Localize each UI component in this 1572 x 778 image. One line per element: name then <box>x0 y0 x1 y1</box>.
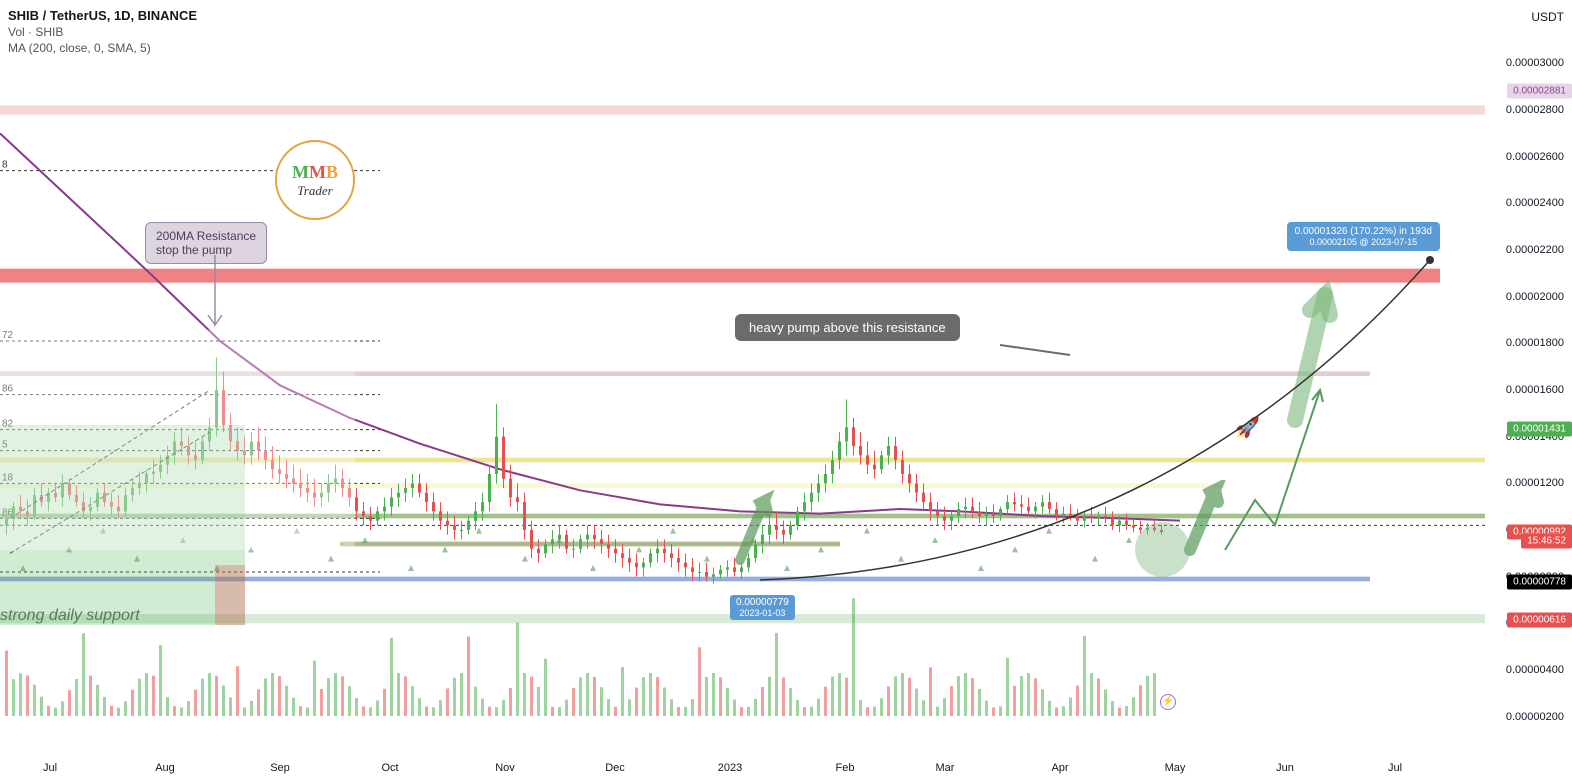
ytick: 0.00002000 <box>1506 291 1564 303</box>
logo-trader: Trader <box>297 183 332 199</box>
xtick: Jul <box>1388 762 1402 774</box>
ytick: 0.00000200 <box>1506 711 1564 723</box>
target-box: 0.00001326 (170.22%) in 193d 0.00002105 … <box>1287 222 1440 251</box>
white-overlay <box>0 330 355 550</box>
price-axis: 0.00003000 0.00002800 0.00002600 0.00002400… <box>1485 0 1572 778</box>
target-line1: 0.00001326 (170.22%) in 193d <box>1295 226 1432 237</box>
chart-canvas[interactable]: 872868251886 MMB Trader 200MA Resistance… <box>0 0 1485 740</box>
xtick: Nov <box>495 762 515 774</box>
xtick: Aug <box>155 762 175 774</box>
ytick: 0.00000400 <box>1506 664 1564 676</box>
xtick: May <box>1165 762 1186 774</box>
ytick: 0.00001600 <box>1506 384 1564 396</box>
ytick: 0.00002200 <box>1506 244 1564 256</box>
xtick: Jul <box>43 762 57 774</box>
price-tag: 0.00000778 <box>1507 574 1572 589</box>
price-tag: 15:46:52 <box>1521 534 1572 549</box>
callout-pointer <box>200 255 240 345</box>
ytick: 0.00001200 <box>1506 477 1564 489</box>
xtick: 2023 <box>718 762 742 774</box>
target-line2: 0.00002105 @ 2023-07-15 <box>1295 237 1432 247</box>
lightning-icon: ⚡ <box>1160 694 1176 710</box>
price-tag: 0.00002881 <box>1507 84 1572 99</box>
xtick: Sep <box>270 762 290 774</box>
svg-text:8: 8 <box>2 160 8 171</box>
ytick: 0.00002800 <box>1506 104 1564 116</box>
mmb-logo: MMB Trader <box>275 140 355 220</box>
price-tag: 0.00000616 <box>1507 612 1572 627</box>
price-tag: 0.00001431 <box>1507 422 1572 437</box>
logo-mmb: MMB <box>292 162 338 183</box>
xtick: Dec <box>605 762 625 774</box>
range-box-red <box>215 565 245 625</box>
support-label: strong daily support <box>0 607 140 625</box>
low-marker: 0.00000779 2023-01-03 <box>730 595 795 620</box>
xtick: Feb <box>836 762 855 774</box>
curve-projection <box>760 255 1440 585</box>
xtick: Mar <box>936 762 955 774</box>
low-date: 2023-01-03 <box>736 608 789 618</box>
time-axis: Jul Aug Sep Oct Nov Dec 2023 Feb Mar Apr May Jun Jul <box>0 754 1485 778</box>
xtick: Apr <box>1051 762 1068 774</box>
xtick: Jun <box>1276 762 1294 774</box>
ytick: 0.00002600 <box>1506 151 1564 163</box>
xtick: Oct <box>381 762 398 774</box>
low-price: 0.00000779 <box>736 597 789 608</box>
ytick: 0.00001800 <box>1506 337 1564 349</box>
ytick: 0.00002400 <box>1506 197 1564 209</box>
ytick: 0.00003000 <box>1506 57 1564 69</box>
